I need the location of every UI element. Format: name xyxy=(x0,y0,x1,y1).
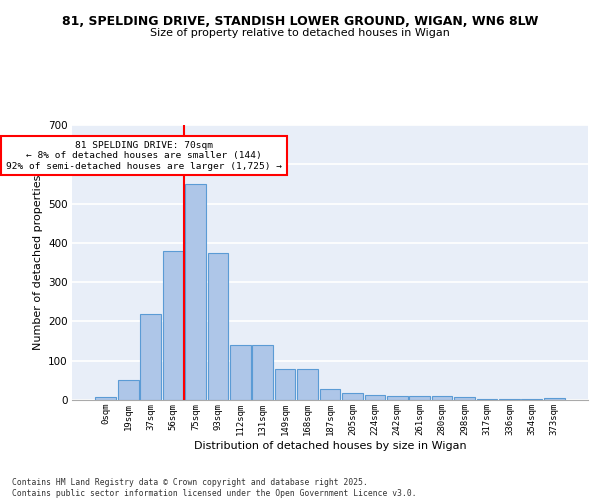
Bar xyxy=(521,399,542,400)
Bar xyxy=(230,345,251,400)
Bar xyxy=(544,398,565,400)
Bar xyxy=(409,396,430,400)
Bar xyxy=(476,399,497,400)
Bar xyxy=(342,393,363,400)
Text: Size of property relative to detached houses in Wigan: Size of property relative to detached ho… xyxy=(150,28,450,38)
Y-axis label: Number of detached properties: Number of detached properties xyxy=(32,175,43,350)
Bar xyxy=(185,184,206,400)
Bar xyxy=(118,380,139,400)
Bar xyxy=(454,397,475,400)
X-axis label: Distribution of detached houses by size in Wigan: Distribution of detached houses by size … xyxy=(194,440,466,450)
Bar xyxy=(163,250,184,400)
Bar xyxy=(499,399,520,400)
Bar xyxy=(365,394,385,400)
Text: Contains HM Land Registry data © Crown copyright and database right 2025.
Contai: Contains HM Land Registry data © Crown c… xyxy=(12,478,416,498)
Bar xyxy=(275,370,295,400)
Bar xyxy=(253,345,273,400)
Bar xyxy=(95,397,116,400)
Text: 81 SPELDING DRIVE: 70sqm
← 8% of detached houses are smaller (144)
92% of semi-d: 81 SPELDING DRIVE: 70sqm ← 8% of detache… xyxy=(6,140,282,170)
Bar xyxy=(432,396,452,400)
Bar xyxy=(140,314,161,400)
Bar xyxy=(208,252,228,400)
Bar xyxy=(387,396,407,400)
Bar xyxy=(297,370,318,400)
Text: 81, SPELDING DRIVE, STANDISH LOWER GROUND, WIGAN, WN6 8LW: 81, SPELDING DRIVE, STANDISH LOWER GROUN… xyxy=(62,15,538,28)
Bar xyxy=(320,388,340,400)
